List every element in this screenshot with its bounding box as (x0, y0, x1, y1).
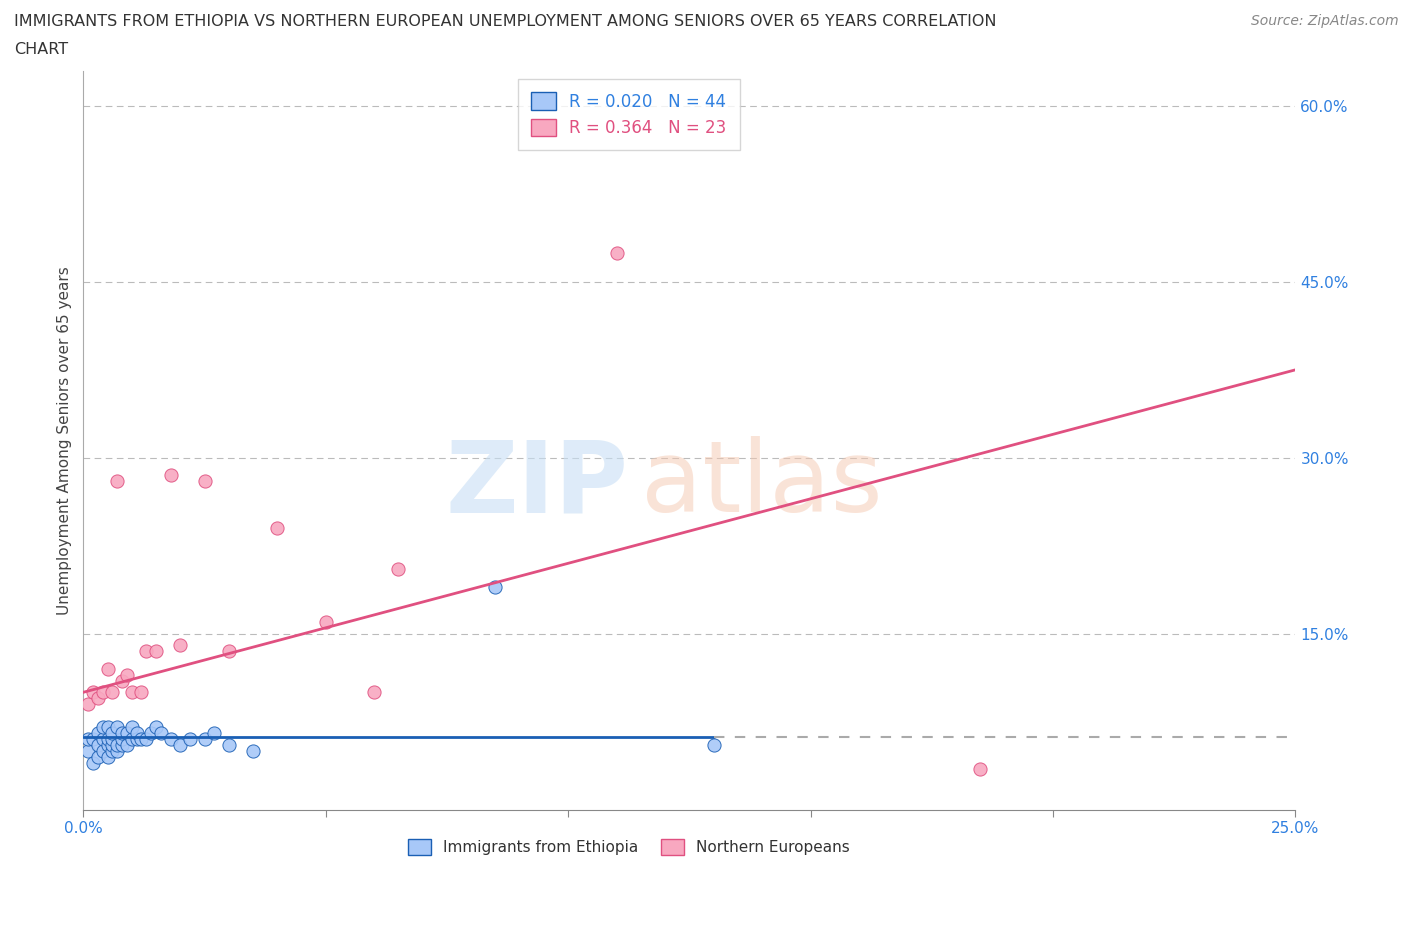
Point (101, 726, 124, 741)
Point (315, 615, 337, 630)
Point (111, 732, 134, 747)
Point (101, 737, 124, 752)
Point (179, 732, 201, 747)
Point (82, 755, 104, 770)
Point (101, 732, 124, 747)
Point (193, 473, 215, 488)
Point (91, 732, 114, 747)
Legend: Immigrants from Ethiopia, Northern Europeans: Immigrants from Ethiopia, Northern Europ… (402, 832, 856, 861)
Point (91, 743, 114, 758)
Point (125, 726, 148, 741)
Point (141, 726, 163, 741)
Point (145, 644, 167, 658)
Point (77, 697, 100, 711)
Point (87, 737, 110, 752)
Point (135, 732, 157, 747)
Text: IMMIGRANTS FROM ETHIOPIA VS NORTHERN EUROPEAN UNEMPLOYMENT AMONG SENIORS OVER 65: IMMIGRANTS FROM ETHIOPIA VS NORTHERN EUR… (14, 14, 997, 29)
Point (105, 743, 128, 758)
Text: Source: ZipAtlas.com: Source: ZipAtlas.com (1251, 14, 1399, 28)
Point (131, 732, 153, 747)
Point (135, 644, 157, 658)
Point (131, 684, 153, 699)
Point (218, 737, 240, 752)
Point (121, 732, 143, 747)
Point (242, 743, 264, 758)
Point (111, 726, 134, 741)
Point (77, 732, 100, 747)
Point (159, 468, 181, 483)
Point (149, 726, 172, 741)
Point (87, 750, 110, 764)
Point (87, 726, 110, 741)
Point (101, 684, 124, 699)
Point (96, 737, 118, 752)
Point (969, 761, 991, 776)
Point (111, 737, 134, 752)
Point (77, 743, 100, 758)
Y-axis label: Unemployment Among Seniors over 65 years: Unemployment Among Seniors over 65 years (58, 266, 72, 615)
Point (96, 732, 118, 747)
Point (145, 720, 167, 735)
Point (115, 726, 138, 741)
Text: atlas: atlas (641, 436, 883, 533)
Point (484, 579, 506, 594)
Point (91, 720, 114, 735)
Point (169, 737, 191, 752)
Point (125, 732, 148, 747)
Point (96, 720, 118, 735)
Point (96, 750, 118, 764)
Point (218, 644, 240, 658)
Point (91, 684, 114, 699)
Point (115, 667, 138, 682)
Point (387, 562, 409, 577)
Point (606, 246, 628, 260)
Point (703, 737, 725, 752)
Point (363, 684, 385, 699)
Point (121, 684, 143, 699)
Point (96, 661, 118, 676)
Point (111, 673, 134, 688)
Point (82, 684, 104, 699)
Point (193, 732, 215, 747)
Point (169, 638, 191, 653)
Point (105, 737, 128, 752)
Point (159, 732, 181, 747)
Point (115, 737, 138, 752)
Point (105, 720, 128, 735)
Point (101, 743, 124, 758)
Text: CHART: CHART (14, 42, 67, 57)
Point (266, 521, 288, 536)
Point (82, 732, 104, 747)
Point (105, 473, 128, 488)
Point (121, 720, 143, 735)
Text: ZIP: ZIP (446, 436, 628, 533)
Point (87, 691, 110, 706)
Point (202, 726, 225, 741)
